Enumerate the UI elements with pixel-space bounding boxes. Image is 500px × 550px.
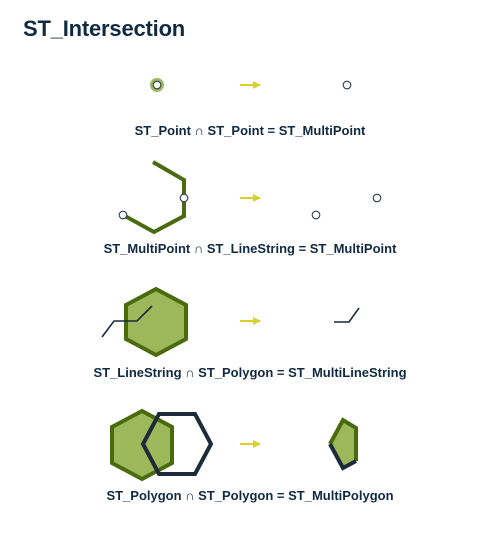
result-multipolygon-edge-green — [328, 417, 358, 461]
row-4-result-geometry — [328, 417, 358, 471]
row-1-input-geometry — [150, 78, 164, 92]
input-point-b — [152, 80, 162, 90]
row-2-result-geometry — [311, 193, 382, 220]
result-multilinestring — [334, 307, 360, 323]
caption-polygon-polygon: ST_Polygon ∩ ST_Polygon = ST_MultiPolygo… — [106, 488, 394, 503]
row-4-input-geometry — [110, 408, 214, 482]
input-multipoint-point-2 — [179, 193, 189, 203]
input-polygon-hexagon — [124, 286, 188, 358]
page-title: ST_Intersection — [23, 16, 186, 41]
result-multipoint-point-2 — [372, 193, 382, 203]
result-multipolygon-edge-dark — [328, 443, 357, 471]
input-linestring — [124, 160, 186, 235]
input-polygon-b — [140, 412, 214, 476]
row-2-input-geometry — [118, 160, 189, 235]
caption-multipoint-linestring: ST_MultiPoint ∩ ST_LineString = ST_Multi… — [103, 241, 397, 256]
caption-linestring-polygon: ST_LineString ∩ ST_Polygon = ST_MultiLin… — [93, 365, 407, 380]
caption-point-point: ST_Point ∩ ST_Point = ST_MultiPoint — [134, 123, 366, 138]
result-point — [342, 80, 352, 90]
result-multipoint-point-1 — [311, 210, 321, 220]
input-linestring — [101, 305, 153, 338]
row-1-result-geometry — [342, 80, 352, 90]
row-3-input-geometry — [101, 286, 188, 358]
input-multipoint-point-1 — [118, 210, 128, 220]
row-3-result-geometry — [334, 307, 360, 323]
